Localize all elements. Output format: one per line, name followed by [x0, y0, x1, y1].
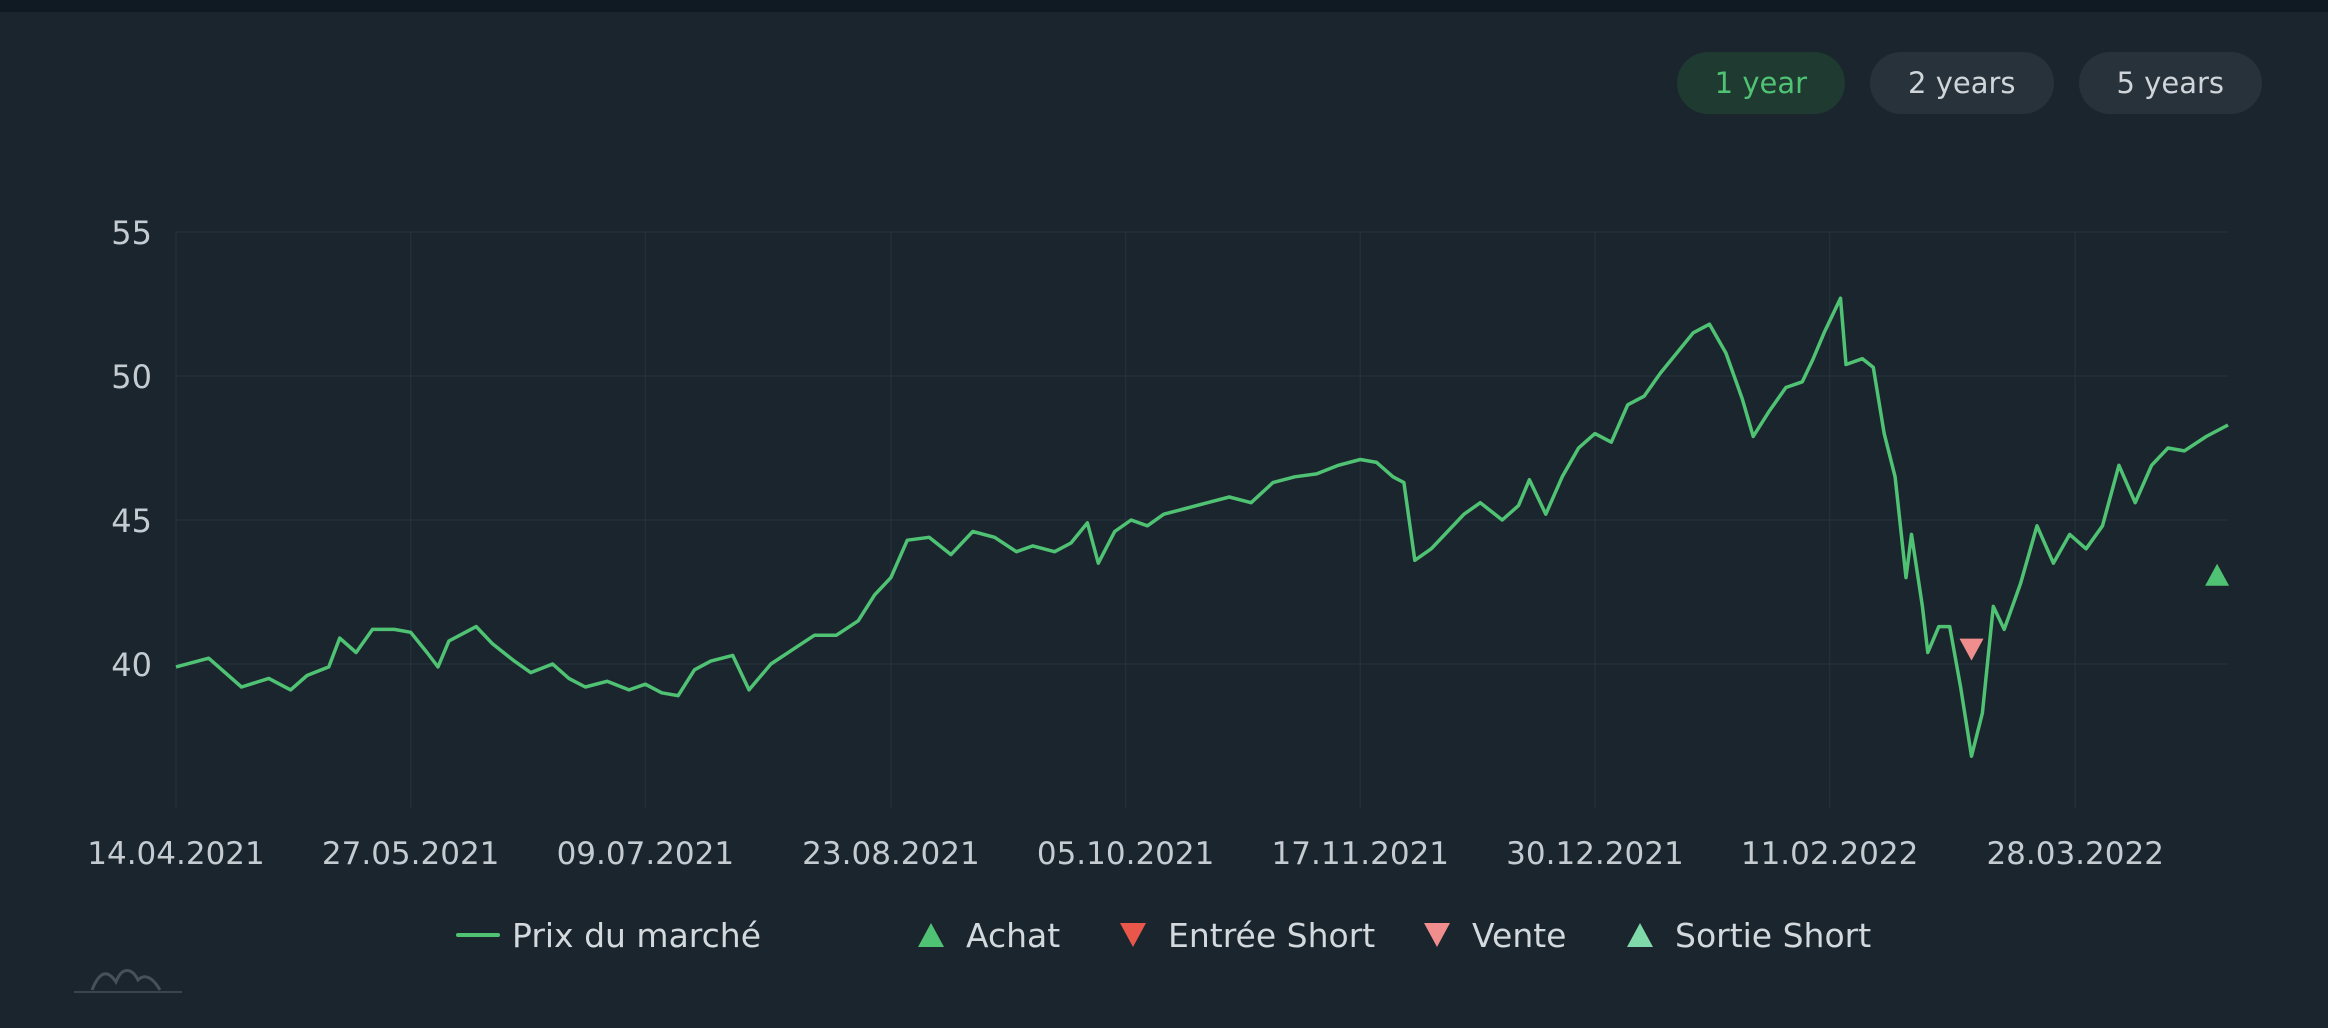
- top-bar: [0, 0, 2328, 12]
- legend-label-entree-short: Entrée Short: [1168, 915, 1376, 955]
- legend-label-prix: Prix du marché: [512, 915, 761, 955]
- y-tick-label: 45: [111, 502, 152, 540]
- price-chart: 40 45 50 55 14.04.2021 27.05.2021 09.07.2021 23…: [87, 214, 2230, 872]
- y-tick-label: 40: [111, 646, 152, 684]
- x-tick-label: 17.11.2021: [1272, 836, 1450, 872]
- y-tick-label: 55: [111, 214, 152, 252]
- marker-vente: [1959, 638, 1984, 661]
- y-tick-label: 50: [111, 358, 152, 396]
- x-tick-label: 05.10.2021: [1037, 836, 1215, 872]
- legend-label-sortie-short: Sortie Short: [1675, 915, 1872, 955]
- x-tick-label: 14.04.2021: [87, 836, 265, 872]
- triangle-down-icon: [1120, 923, 1146, 947]
- legend-item-vente[interactable]: Vente: [1420, 910, 1566, 960]
- range-selector: 1 year 2 years 5 years: [1676, 52, 2262, 114]
- marker-achat: [2205, 563, 2230, 586]
- legend-label-vente: Vente: [1472, 915, 1567, 955]
- x-tick-label: 11.02.2022: [1741, 836, 1919, 872]
- range-2-years-button[interactable]: 2 years: [1870, 52, 2054, 114]
- legend-item-entree-short[interactable]: Entrée Short: [1116, 910, 1375, 960]
- legend-label-achat: Achat: [966, 915, 1061, 955]
- range-1-year-button[interactable]: 1 year: [1676, 52, 1846, 114]
- brand-logo-icon: [74, 969, 182, 993]
- triangle-up-icon: [918, 923, 944, 947]
- chart-legend: Prix du marché Achat Entrée Short Vente …: [0, 910, 2328, 960]
- series-line-prix: [175, 296, 2229, 758]
- x-tick-label: 23.08.2021: [802, 836, 980, 872]
- triangle-down-icon: [1424, 923, 1450, 947]
- line-icon: [456, 933, 500, 937]
- triangle-up-icon: [1627, 923, 1653, 947]
- x-tick-label: 27.05.2021: [322, 836, 500, 872]
- legend-item-prix[interactable]: Prix du marché: [456, 910, 761, 960]
- x-tick-label: 28.03.2022: [1986, 836, 2164, 872]
- legend-item-achat[interactable]: Achat: [914, 910, 1060, 960]
- range-5-years-button[interactable]: 5 years: [2078, 52, 2262, 114]
- legend-item-sortie-short[interactable]: Sortie Short: [1623, 910, 1871, 960]
- x-tick-label: 09.07.2021: [557, 836, 735, 872]
- x-tick-label: 30.12.2021: [1506, 836, 1684, 872]
